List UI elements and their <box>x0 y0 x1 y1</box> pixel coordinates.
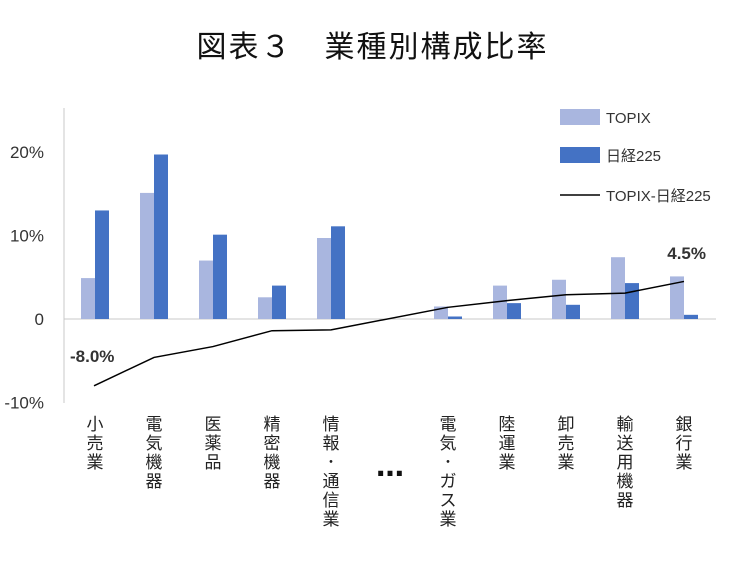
category-label-char: 信 <box>323 491 340 511</box>
category-label-char: 気 <box>146 434 163 454</box>
bars <box>81 154 698 319</box>
y-tick-label: 10% <box>10 227 44 246</box>
line-topix-minus-nikkei225 <box>93 280 685 387</box>
category-label-char: 器 <box>264 472 281 492</box>
bar-topix <box>81 278 95 319</box>
category-label-char: ･ <box>444 453 453 473</box>
line-series <box>93 280 685 387</box>
category-label-char: 送 <box>617 434 634 454</box>
category-label-char: 精 <box>264 415 281 435</box>
category-label: 精密機器 <box>264 415 281 492</box>
category-label: 情報･通信業 <box>323 415 340 530</box>
bar-nikkei225 <box>154 154 168 319</box>
category-label: 電気機器 <box>146 415 163 492</box>
bar-topix <box>493 285 507 319</box>
category-label-char: 品 <box>205 453 222 473</box>
category-label-char: 電 <box>146 415 163 435</box>
category-label-char: 通 <box>323 472 340 492</box>
category-label-char: ガ <box>440 472 457 492</box>
category-label-char: 行 <box>676 434 693 454</box>
category-label-char: 業 <box>499 453 516 473</box>
chart-title: 図表３ 業種別構成比率 <box>196 30 549 65</box>
bar-topix <box>140 192 154 319</box>
bar-nikkei225 <box>684 314 698 319</box>
legend-swatch <box>560 109 600 125</box>
category-label: 小売業 <box>87 415 104 473</box>
bar-nikkei225 <box>331 226 345 319</box>
category-label-char: 運 <box>499 434 516 454</box>
category-label: 銀行業 <box>676 415 693 473</box>
category-label-char: 機 <box>264 453 281 473</box>
category-label-char: ･ <box>327 453 336 473</box>
category-label-char: 業 <box>558 453 575 473</box>
bar-nikkei225 <box>272 285 286 319</box>
gap-ellipsis: … <box>376 450 404 483</box>
bar-topix <box>611 257 625 319</box>
legend-label: TOPIX <box>606 110 651 127</box>
category-label-char: 気 <box>440 434 457 454</box>
labels: 小売業電気機器医薬品精密機器情報･通信業電気･ガス業陸運業卸売業輸送用機器銀行業… <box>70 244 706 530</box>
legend-swatch <box>560 147 600 163</box>
category-label-char: 器 <box>146 472 163 492</box>
y-tick-label: 20% <box>10 143 44 162</box>
category-label-char: 陸 <box>499 415 516 435</box>
bar-topix <box>258 297 272 319</box>
category-label-char: 情 <box>323 415 340 435</box>
y-tick-label: 0 <box>35 310 44 329</box>
data-annotation: 4.5% <box>667 244 706 263</box>
category-label-char: ス <box>440 491 457 511</box>
category-label-char: 報 <box>323 434 340 454</box>
category-label-char: 業 <box>676 453 693 473</box>
bar-nikkei225 <box>95 210 109 319</box>
category-label-char: 薬 <box>205 434 222 454</box>
category-label: 医薬品 <box>205 415 222 473</box>
bar-nikkei225 <box>566 304 580 319</box>
category-label: 電気･ガス業 <box>440 415 457 530</box>
category-label-char: 売 <box>558 434 575 454</box>
legend-label: 日経225 <box>606 148 661 165</box>
category-label-char: 医 <box>205 415 222 435</box>
bar-topix <box>670 276 684 319</box>
category-label: 卸売業 <box>558 415 575 473</box>
data-annotation: -8.0% <box>70 347 114 366</box>
category-label-char: 機 <box>146 453 163 473</box>
category-label-char: 業 <box>87 453 104 473</box>
category-label-char: 小 <box>87 415 104 435</box>
legend: TOPIX 日経225 TOPIX-日経225 <box>560 109 711 205</box>
category-label-char: 輸 <box>617 415 634 435</box>
y-tick-label: -10% <box>4 394 44 413</box>
category-label-char: 売 <box>87 434 104 454</box>
category-label: 輸送用機器 <box>617 415 634 511</box>
category-label-char: 電 <box>440 415 457 435</box>
bar-topix <box>552 279 566 319</box>
category-label-char: 卸 <box>558 415 575 435</box>
category-label-char: 用 <box>617 453 634 473</box>
category-label-char: 密 <box>264 434 281 454</box>
bar-topix <box>199 260 213 319</box>
bar-topix <box>317 238 331 319</box>
category-label-char: 業 <box>440 510 457 530</box>
category-label: 陸運業 <box>499 415 516 473</box>
category-label-char: 機 <box>617 472 634 492</box>
category-label-char: 銀 <box>676 415 693 435</box>
legend-label: TOPIX-日経225 <box>606 188 711 205</box>
bar-nikkei225 <box>625 283 639 319</box>
bar-nikkei225 <box>507 303 521 319</box>
bar-nikkei225 <box>448 316 462 319</box>
category-label-char: 器 <box>617 491 634 511</box>
category-label-char: 業 <box>323 510 340 530</box>
bar-nikkei225 <box>213 234 227 319</box>
